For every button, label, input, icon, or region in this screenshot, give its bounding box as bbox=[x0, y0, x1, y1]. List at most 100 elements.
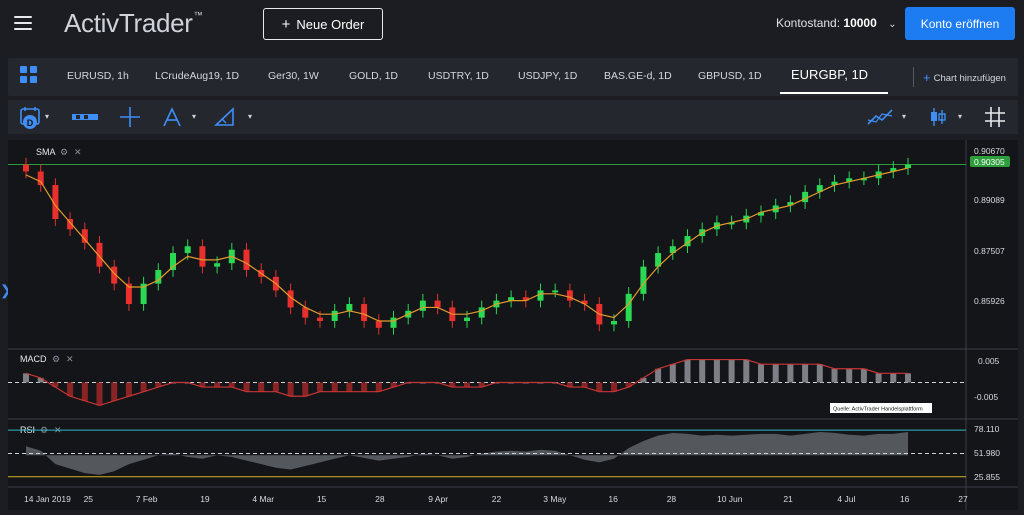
chevron-down-icon[interactable]: ▾ bbox=[45, 112, 50, 121]
macd-line bbox=[25, 358, 908, 407]
plus-icon: + bbox=[281, 15, 291, 33]
rsi-tick: 78.110 bbox=[974, 424, 1000, 434]
macd-bar bbox=[375, 382, 382, 392]
macd-bar bbox=[669, 364, 676, 383]
macd-bar bbox=[317, 382, 323, 392]
x-tick-label: 7 Feb bbox=[136, 494, 158, 504]
x-tick-label: 16 bbox=[900, 494, 910, 504]
tab-gold[interactable]: GOLD, 1D bbox=[349, 70, 399, 82]
candle bbox=[243, 249, 250, 271]
close-icon[interactable]: ✕ bbox=[74, 147, 82, 157]
tab-usdjpy[interactable]: USDJPY, 1D bbox=[518, 70, 578, 82]
account-balance[interactable]: Kontostand: 10000 ⌄ bbox=[776, 16, 897, 30]
candle bbox=[287, 290, 294, 308]
current-price-badge bbox=[970, 156, 1010, 167]
macd-bar bbox=[625, 382, 632, 388]
macd-bar bbox=[228, 382, 235, 388]
tab-eurusd[interactable]: EURUSD, 1h bbox=[67, 70, 129, 82]
macd-bar bbox=[199, 382, 206, 388]
layout-grid-icon[interactable] bbox=[20, 66, 38, 84]
tab-usdtry[interactable]: USDTRY, 1D bbox=[428, 70, 489, 82]
candle bbox=[846, 178, 853, 182]
settings-icon[interactable]: ⚙ bbox=[52, 354, 60, 364]
candle bbox=[802, 191, 809, 203]
chevron-down-icon[interactable]: ▾ bbox=[902, 112, 907, 121]
source-note: Quelle: ActivTrader Handelsplattform bbox=[833, 407, 923, 413]
chevron-right-icon[interactable]: ❯ bbox=[0, 282, 12, 298]
candle-type-icon[interactable] bbox=[928, 106, 948, 128]
logo-tm: ™ bbox=[193, 10, 203, 20]
x-tick-label: 4 Jul bbox=[837, 494, 855, 504]
macd-bar bbox=[728, 359, 735, 383]
sma-line bbox=[25, 167, 909, 322]
tab-gbpusd[interactable]: GBPUSD, 1D bbox=[698, 70, 762, 82]
tab-eurgbp[interactable]: EURGBP, 1D bbox=[791, 67, 869, 82]
candle bbox=[184, 246, 191, 254]
top-bar: ActivTrader™ + Neue Order Kontostand: 10… bbox=[0, 0, 1024, 48]
new-order-button[interactable]: + Neue Order bbox=[263, 8, 383, 40]
bar-style-icon[interactable] bbox=[70, 106, 100, 128]
candle bbox=[125, 283, 132, 305]
menu-icon[interactable] bbox=[14, 16, 32, 30]
x-tick-label: 28 bbox=[375, 494, 385, 504]
macd-bar bbox=[699, 359, 706, 383]
macd-bar bbox=[596, 382, 603, 392]
close-icon[interactable]: ✕ bbox=[66, 354, 74, 364]
chevron-down-icon[interactable]: ▾ bbox=[248, 112, 253, 121]
macd-bar bbox=[566, 382, 573, 388]
calendar-icon[interactable]: D bbox=[18, 105, 44, 131]
x-tick-label: 15 bbox=[317, 494, 327, 504]
drawing-pen-icon[interactable] bbox=[160, 106, 184, 128]
macd-bar bbox=[758, 364, 764, 383]
macd-bar bbox=[464, 382, 470, 388]
chevron-down-icon[interactable]: ▾ bbox=[192, 112, 197, 121]
current-price: 0.90305 bbox=[974, 157, 1005, 167]
settings-icon[interactable]: ⚙ bbox=[60, 147, 68, 157]
chart-toolbar: D ▾ ▾ ▾ ▾ ▾ bbox=[8, 100, 1018, 134]
candle bbox=[464, 317, 470, 322]
x-tick-label: 21 bbox=[783, 494, 793, 504]
candle bbox=[111, 266, 118, 284]
candle bbox=[655, 253, 662, 267]
candle bbox=[52, 185, 59, 220]
chevron-down-icon[interactable]: ▾ bbox=[958, 112, 963, 121]
candle bbox=[890, 168, 897, 172]
add-chart-button[interactable]: + Chart hinzufügen bbox=[923, 70, 1006, 85]
candle bbox=[478, 307, 485, 318]
rsi-area bbox=[26, 432, 908, 475]
crosshair-icon[interactable] bbox=[118, 106, 142, 128]
tab-ger30[interactable]: Ger30, 1W bbox=[268, 70, 319, 82]
open-account-button[interactable]: Konto eröffnen bbox=[905, 7, 1015, 40]
grid-icon[interactable] bbox=[984, 106, 1006, 128]
macd-bar bbox=[655, 368, 662, 383]
macd-bar bbox=[611, 382, 617, 392]
candle bbox=[155, 270, 162, 284]
candle bbox=[669, 246, 676, 254]
logo[interactable]: ActivTrader™ bbox=[64, 8, 203, 39]
tab-lcrude[interactable]: LCrudeAug19, 1D bbox=[155, 70, 240, 82]
candle bbox=[758, 212, 764, 216]
macd-bar bbox=[302, 382, 309, 397]
macd-bar bbox=[743, 359, 750, 383]
macd-tick: -0.005 bbox=[974, 392, 998, 402]
chart-area[interactable]: SMA ⚙ ✕ MACD ⚙ ✕ RSI ⚙ ✕ 0.90670 0.90305… bbox=[8, 140, 1018, 510]
macd-bar bbox=[331, 382, 338, 392]
macd-bar bbox=[37, 377, 44, 383]
x-tick-label: 22 bbox=[492, 494, 502, 504]
x-tick-label: 27 bbox=[958, 494, 968, 504]
svg-text:D: D bbox=[27, 118, 34, 128]
tab-bas[interactable]: BAS.GE-d, 1D bbox=[604, 70, 672, 82]
macd-bar bbox=[684, 359, 691, 383]
x-tick-label: 16 bbox=[608, 494, 618, 504]
candle bbox=[434, 300, 441, 308]
candle bbox=[390, 317, 397, 328]
macd-bar bbox=[860, 368, 867, 383]
price-chart[interactable]: SMA ⚙ ✕ MACD ⚙ ✕ RSI ⚙ ✕ 0.90670 0.90305… bbox=[8, 140, 1018, 510]
x-tick-label: 25 bbox=[84, 494, 94, 504]
candle bbox=[375, 321, 382, 328]
logo-text: ActivTrader bbox=[64, 8, 193, 38]
x-tick-label: 3 May bbox=[543, 494, 567, 504]
x-tick-label: 28 bbox=[667, 494, 677, 504]
indicator-icon[interactable] bbox=[866, 106, 894, 128]
ruler-icon[interactable] bbox=[213, 106, 237, 128]
